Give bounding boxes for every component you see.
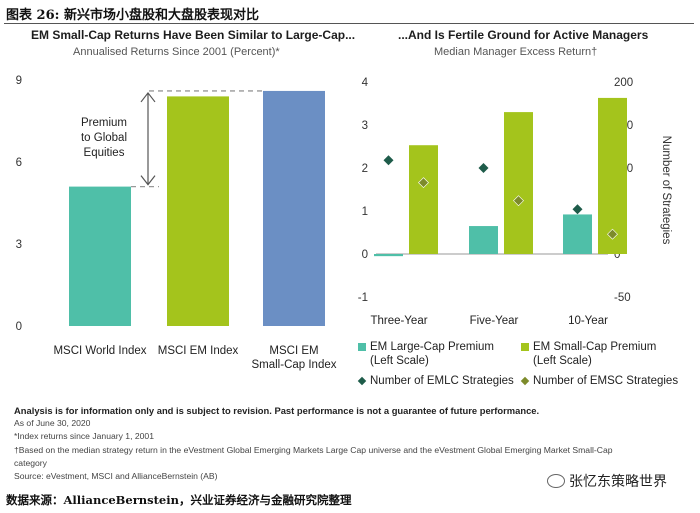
left-y-tick-label: 4 (362, 77, 369, 89)
right-chart-title: ...And Is Fertile Ground for Active Mana… (398, 28, 649, 42)
footnotes: Analysis is for information only and is … (14, 404, 684, 483)
left-y-tick-label: 2 (362, 163, 368, 175)
bar (374, 254, 403, 257)
y-tick-label: 3 (16, 239, 22, 251)
right-diamond-markers (383, 155, 618, 240)
premium-annotation: Premium to Global Equities (81, 117, 127, 159)
diamond-marker (607, 228, 618, 240)
right-y-tick-label: 0 (614, 249, 620, 261)
x-tick-label: MSCI EM (269, 345, 318, 357)
bar (409, 145, 438, 254)
legend-diamond-icon (520, 376, 530, 386)
legend-item-em-large-cap: EM Large-Cap Premium (Left Scale) (358, 340, 494, 368)
arrow-head (140, 91, 156, 103)
y-tick-label: 9 (16, 75, 22, 87)
figure-title: 图表 26: 新兴市场小盘股和大盘股表现对比 (6, 8, 259, 23)
legend-square-icon (521, 343, 529, 351)
index-note: *Index returns since January 1, 2001 (14, 431, 154, 442)
right-y-tick-label: 200 (614, 77, 633, 89)
diamond-marker (383, 155, 394, 166)
right-axis-label: Number of Strategies (660, 136, 672, 245)
left-chart-subtitle: Annualised Returns Since 2001 (Percent)* (73, 46, 280, 58)
right-bars (374, 97, 627, 257)
legend-item-emsc-strategies: Number of EMSC Strategies (520, 374, 679, 388)
left-y-tick-label: 1 (362, 206, 368, 218)
left-y-tick-label: -1 (358, 292, 368, 304)
bar (69, 186, 131, 326)
diamond-marker (572, 204, 583, 215)
bar (598, 97, 627, 254)
left-x-labels: MSCI World Index MSCI EM Index MSCI EM Smal… (53, 345, 336, 371)
annotation-line-2: to Global (81, 132, 127, 144)
x-tick-label: MSCI World Index (53, 345, 146, 357)
bar (469, 226, 498, 254)
bar (563, 214, 592, 254)
right-y-tick-label: -50 (614, 292, 631, 304)
left-bars (69, 90, 325, 327)
x-tick-label: 10-Year (568, 315, 608, 327)
left-chart-title: EM Small-Cap Returns Have Been Similar t… (31, 28, 356, 42)
legend-item-emlc-strategies: Number of EMLC Strategies (357, 374, 514, 388)
bar (263, 90, 325, 326)
watermark-text: 张忆东策略世界 (569, 473, 667, 489)
x-tick-label: Three-Year (370, 315, 427, 327)
legend-square-icon (358, 343, 366, 351)
legend-label: Number of EMLC Strategies (370, 375, 514, 387)
x-tick-label: Five-Year (470, 315, 519, 327)
legend-label: EM Small-Cap Premium (533, 341, 657, 353)
legend-diamond-icon (357, 376, 367, 386)
x-tick-label: MSCI EM Index (158, 345, 239, 357)
legend-label-2: (Left Scale) (533, 355, 592, 367)
diamond-marker (418, 177, 429, 189)
legend-label-2: (Left Scale) (370, 355, 429, 367)
left-bar-chart: 0 3 6 9 MSCI World Index MSCI EM Index MSCI E… (16, 75, 337, 371)
watermark: 张忆东策略世界 (547, 471, 667, 491)
legend-label: EM Large-Cap Premium (370, 341, 494, 353)
left-y-ticks: 0 3 6 9 (16, 75, 22, 333)
bar (504, 112, 533, 254)
right-x-labels: Three-Year Five-Year 10-Year (370, 315, 608, 327)
annotation-line-1: Premium (81, 117, 127, 129)
right-left-y-ticks: -1 0 1 2 3 4 (358, 77, 369, 304)
median-note: †Based on the median strategy return in … (14, 444, 613, 455)
left-y-tick-label: 0 (362, 249, 368, 261)
source-note: Source: eVestment, MSCI and AllianceBern… (14, 471, 218, 482)
bar (167, 96, 229, 327)
diamond-marker (478, 163, 489, 173)
median-note-cont: category (14, 457, 47, 468)
legend-label: Number of EMSC Strategies (533, 375, 679, 387)
arrow-head (140, 175, 156, 186)
diamond-marker (513, 195, 524, 207)
y-tick-label: 0 (16, 321, 22, 333)
y-tick-label: 6 (16, 157, 22, 169)
left-y-tick-label: 3 (362, 120, 368, 132)
x-tick-label: Small-Cap Index (251, 359, 336, 371)
legend-item-em-small-cap: EM Small-Cap Premium (Left Scale) (521, 340, 656, 368)
annotation-line-3: Equities (84, 147, 125, 159)
right-chart-subtitle: Median Manager Excess Return† (434, 46, 598, 58)
data-source: 数据来源：AllianceBernstein，兴业证券经济与金融研究院整理 (6, 493, 352, 507)
wechat-icon (547, 474, 565, 488)
as-of-date: As of June 30, 2020 (14, 418, 91, 429)
disclaimer: Analysis is for information only and is … (14, 405, 540, 416)
top-divider (4, 23, 694, 24)
